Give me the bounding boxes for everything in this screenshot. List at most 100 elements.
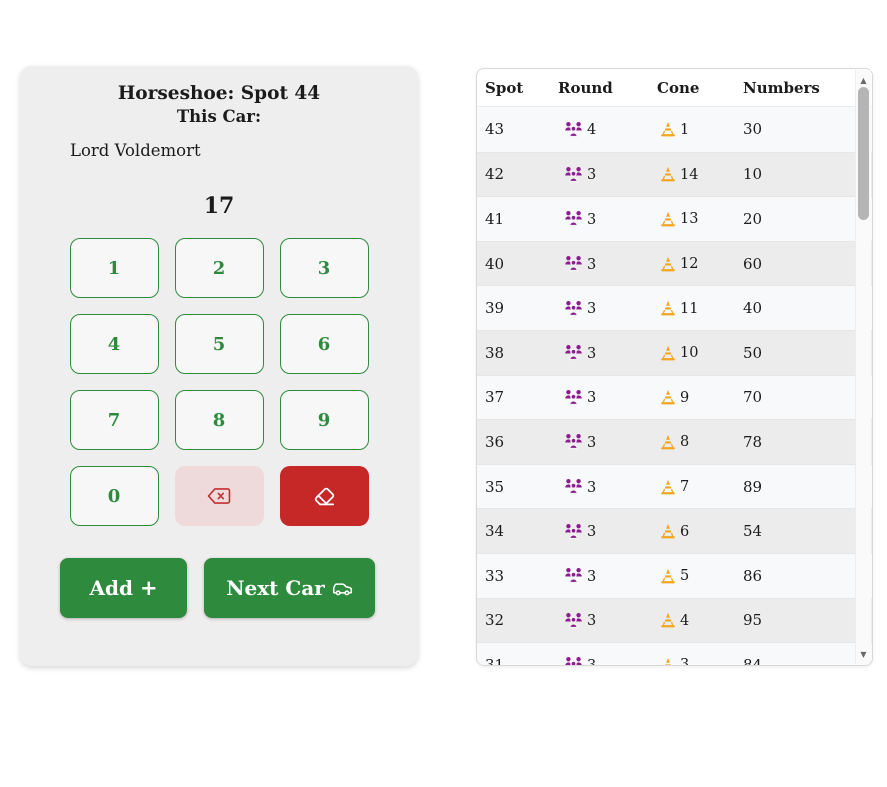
people-group-icon: [565, 121, 582, 138]
table-row: 43 4 1 30: [477, 107, 872, 152]
table-row: 38 3 10 50: [477, 329, 872, 375]
spot-cell: 36: [485, 432, 505, 451]
cone-count: 3: [680, 657, 690, 666]
cone-cell: 11: [657, 299, 743, 317]
keypad-digit-button[interactable]: 5: [174, 314, 264, 374]
keypad-digit-button[interactable]: 1: [69, 238, 159, 298]
keypad-digit-button[interactable]: 9: [279, 390, 369, 450]
spot-cell: 40: [485, 254, 505, 273]
keypad-digit-button[interactable]: 4: [69, 314, 159, 374]
traffic-cone-icon: [661, 524, 675, 539]
round-cell: 3: [558, 388, 657, 407]
cone-count: 10: [680, 345, 699, 362]
keypad-0-button[interactable]: 0: [69, 466, 159, 526]
table-body: 43 4 1 30 42: [477, 107, 872, 666]
people-group-icon: [565, 345, 582, 361]
keypad-digit-button[interactable]: 2: [174, 238, 264, 298]
round-count: 3: [587, 524, 597, 541]
next-car-button[interactable]: Next Car: [204, 558, 375, 618]
numbers-cell: 84: [743, 655, 763, 666]
cone-cell: 10: [657, 344, 743, 362]
traffic-cone-icon: [661, 390, 675, 405]
round-count: 3: [587, 657, 597, 666]
cone-cell: 4: [657, 611, 743, 629]
round-cell: 3: [558, 343, 657, 362]
round-count: 3: [587, 568, 597, 585]
round-cell: 3: [558, 611, 657, 630]
table-row: 35 3 7 89: [477, 463, 872, 509]
backspace-button[interactable]: [174, 466, 264, 526]
keypad-digit-button[interactable]: 6: [279, 314, 369, 374]
cone-cell: 1: [657, 120, 743, 138]
round-cell: 3: [558, 522, 657, 541]
entry-value: 17: [203, 193, 235, 219]
traffic-cone-icon: [661, 479, 675, 494]
numbers-cell: 10: [743, 165, 763, 184]
round-cell: 3: [558, 209, 657, 228]
people-group-icon: [565, 211, 582, 227]
cone-count: 14: [680, 166, 699, 183]
spot-cell: 37: [485, 388, 505, 407]
cone-count: 9: [680, 389, 690, 406]
spot-cell: 34: [485, 522, 505, 541]
eraser-icon: [314, 487, 334, 505]
table-scrollbar[interactable]: ▲ ▼: [855, 70, 871, 664]
table-row: 31 3 3 84: [477, 642, 872, 666]
cone-cell: 12: [657, 255, 743, 273]
round-count: 4: [587, 122, 597, 139]
traffic-cone-icon: [665, 657, 671, 665]
people-group-icon: [565, 166, 582, 183]
people-group-icon: [565, 568, 582, 584]
keypad-bottom-row: 0: [69, 466, 369, 526]
traffic-cone-icon: [661, 211, 675, 227]
round-cell: 3: [558, 432, 657, 451]
cone-cell: 3: [657, 656, 743, 666]
round-cell: 3: [558, 477, 657, 496]
cone-cell: 13: [657, 210, 743, 228]
round-cell: 3: [558, 655, 657, 666]
results-table-panel: Spot Round Cone Numbers 43 4: [476, 68, 873, 666]
cone-count: 8: [680, 434, 690, 451]
round-count: 3: [587, 301, 597, 318]
people-group-icon: [565, 389, 582, 406]
plus-icon: +: [139, 575, 158, 600]
this-car-label: This Car:: [176, 107, 262, 126]
scrollbar-thumb[interactable]: [858, 87, 869, 220]
cone-cell: 9: [657, 388, 743, 406]
scrollbar-up-arrow[interactable]: ▲: [860, 75, 867, 85]
car-name: Lord Voldemort: [70, 141, 201, 160]
cone-cell: 5: [657, 567, 743, 585]
spot-cell: 35: [485, 477, 505, 496]
column-header-numbers: Numbers: [743, 78, 820, 97]
keypad-digit-button[interactable]: 7: [69, 390, 159, 450]
spot-cell: 41: [485, 209, 505, 228]
traffic-cone-icon: [661, 301, 675, 316]
table-row: 36 3 8 78: [477, 419, 872, 464]
column-header-round: Round: [558, 78, 613, 97]
keypad-digit-button[interactable]: 8: [174, 390, 264, 450]
numbers-cell: 54: [743, 522, 763, 541]
keypad-digit-button[interactable]: 3: [279, 238, 369, 298]
round-count: 3: [587, 434, 597, 451]
scrollbar-down-arrow[interactable]: ▼: [860, 649, 867, 659]
numbers-cell: 86: [743, 566, 763, 585]
people-group-icon: [565, 434, 582, 450]
numbers-cell: 70: [743, 388, 763, 407]
spot-cell: 38: [485, 343, 505, 362]
backspace-icon: [207, 488, 231, 504]
traffic-cone-icon: [661, 568, 675, 584]
spot-cell: 32: [485, 611, 505, 630]
table-row: 32 3 4 95: [477, 597, 872, 643]
round-count: 3: [587, 613, 597, 630]
people-group-icon: [565, 657, 582, 665]
clear-button[interactable]: [279, 466, 369, 526]
spot-cell: 39: [485, 299, 505, 318]
column-header-spot: Spot: [485, 78, 524, 97]
people-group-icon: [565, 479, 582, 495]
spot-cell: 31: [485, 655, 505, 666]
cone-count: 4: [680, 612, 690, 629]
cone-count: 11: [680, 300, 699, 317]
people-group-icon: [565, 256, 582, 272]
add-button[interactable]: Add +: [60, 558, 187, 618]
